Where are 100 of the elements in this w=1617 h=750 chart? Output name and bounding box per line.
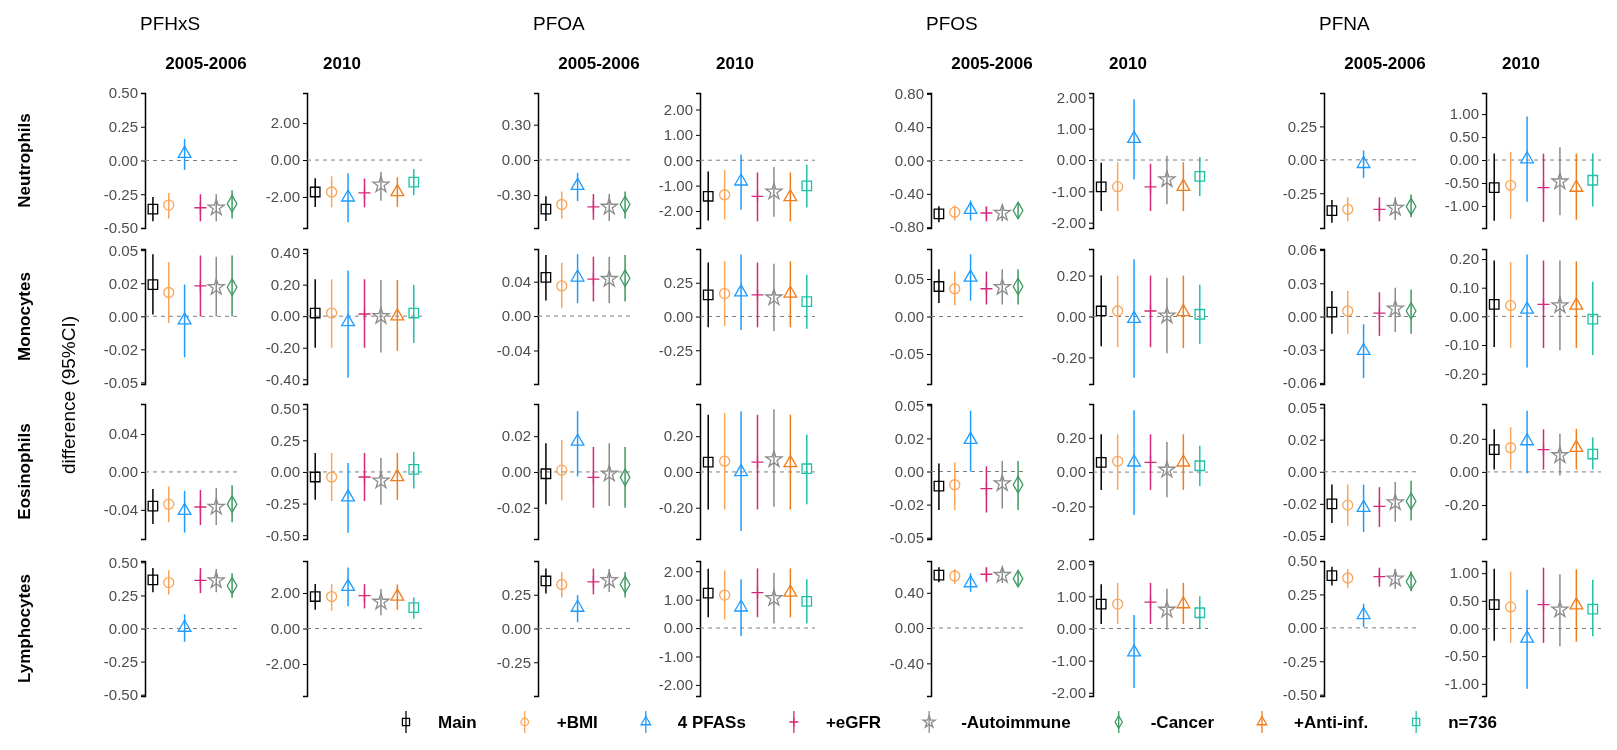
y-tick-label: -0.30 bbox=[496, 186, 531, 204]
point bbox=[702, 190, 714, 202]
point bbox=[1158, 600, 1176, 618]
point bbox=[207, 198, 225, 216]
y-tick-label: 0.25 bbox=[663, 274, 693, 292]
point bbox=[357, 186, 372, 200]
y-tick-label: 0.00 bbox=[663, 463, 693, 481]
point bbox=[1372, 306, 1387, 320]
y-tick-label: 0.00 bbox=[894, 619, 924, 637]
y-tick-label: -0.80 bbox=[889, 218, 924, 236]
point bbox=[1194, 460, 1206, 472]
y-tick-label: 0.40 bbox=[894, 584, 924, 602]
point bbox=[357, 588, 372, 603]
point bbox=[1488, 599, 1500, 611]
point bbox=[1326, 570, 1338, 582]
y-tick-label: -2.00 bbox=[658, 676, 693, 694]
y-tick-label: 0.25 bbox=[1287, 117, 1317, 135]
point bbox=[1504, 601, 1517, 613]
point bbox=[1095, 456, 1107, 468]
y-tick-label: 0.00 bbox=[108, 463, 138, 481]
y-tick-label: 0.20 bbox=[1449, 430, 1479, 448]
point bbox=[1143, 595, 1158, 609]
y-tick-label: 0.50 bbox=[1287, 552, 1317, 570]
point bbox=[702, 456, 714, 468]
point bbox=[1111, 598, 1124, 610]
y-tick-label: 0.20 bbox=[1056, 429, 1086, 447]
y-tick-label: 2.00 bbox=[663, 100, 693, 118]
y-tick-label: -0.02 bbox=[1282, 495, 1317, 513]
point bbox=[702, 587, 714, 599]
point bbox=[1194, 607, 1206, 619]
y-tick-label: -0.05 bbox=[889, 345, 924, 363]
point bbox=[1504, 299, 1517, 312]
y-tick-label: -0.25 bbox=[1282, 652, 1317, 670]
y-tick-label: -0.40 bbox=[889, 185, 924, 203]
y-tick-label: 0.00 bbox=[1287, 307, 1317, 325]
y-tick-label: 0.40 bbox=[270, 244, 300, 262]
point bbox=[408, 176, 420, 188]
point bbox=[1520, 151, 1535, 164]
y-tick-label: 0.50 bbox=[1449, 128, 1479, 146]
chart-title: PFHxS bbox=[140, 13, 201, 34]
point bbox=[1342, 305, 1354, 317]
y-tick-label: 0.10 bbox=[1449, 278, 1479, 296]
y-tick-label: 2.00 bbox=[270, 114, 300, 132]
point bbox=[586, 470, 601, 484]
point bbox=[570, 433, 585, 446]
point bbox=[1520, 433, 1535, 446]
y-tick-label: 0.00 bbox=[1056, 307, 1086, 325]
y-tick-label: 0.25 bbox=[1287, 585, 1317, 603]
point bbox=[390, 184, 405, 197]
y-tick-label: -1.00 bbox=[1051, 651, 1086, 669]
y-tick-label: -0.02 bbox=[496, 499, 531, 517]
y-tick-label: 0.50 bbox=[108, 553, 138, 571]
y-tick-label: 0.50 bbox=[1449, 592, 1479, 610]
point bbox=[1587, 174, 1599, 186]
y-tick-label: 0.00 bbox=[894, 462, 924, 480]
point bbox=[147, 574, 159, 586]
y-tick-label: -0.20 bbox=[1444, 496, 1479, 514]
y-tick-label: -1.00 bbox=[1051, 182, 1086, 200]
point bbox=[801, 463, 813, 475]
y-tick-label: -0.40 bbox=[889, 654, 924, 672]
y-tick-label: -0.25 bbox=[103, 185, 138, 203]
y-tick-label: 0.25 bbox=[108, 118, 138, 136]
point bbox=[783, 584, 798, 597]
y-tick-label: 1.00 bbox=[663, 590, 693, 608]
y-tick-label: 0.50 bbox=[108, 84, 138, 102]
y-tick-label: -0.50 bbox=[103, 219, 138, 237]
y-tick-label: -0.20 bbox=[1051, 497, 1086, 515]
point bbox=[1342, 572, 1354, 584]
y-tick-label: -0.50 bbox=[265, 526, 300, 544]
point bbox=[193, 573, 208, 588]
point bbox=[1551, 172, 1569, 190]
y-tick-label: 1.00 bbox=[1056, 120, 1086, 138]
point bbox=[1143, 455, 1158, 469]
point bbox=[1536, 297, 1551, 311]
point bbox=[1143, 180, 1158, 194]
point bbox=[1326, 306, 1338, 318]
y-tick-label: 2.00 bbox=[663, 562, 693, 580]
point bbox=[556, 464, 568, 476]
point bbox=[1587, 603, 1599, 615]
point bbox=[765, 182, 783, 200]
y-tick-label: -0.50 bbox=[1444, 174, 1479, 192]
legend-label: +BMI bbox=[556, 713, 598, 732]
point bbox=[1127, 644, 1142, 657]
point bbox=[718, 589, 731, 601]
y-tick-label: 0.00 bbox=[1056, 151, 1086, 169]
y-tick-label: 0.80 bbox=[894, 85, 924, 103]
y-tick-label: 0.04 bbox=[501, 272, 531, 290]
y-tick-label: -2.00 bbox=[265, 188, 300, 206]
y-tick-label: 0.00 bbox=[1287, 151, 1317, 169]
y-tick-label: -0.02 bbox=[889, 495, 924, 513]
point bbox=[1520, 301, 1535, 314]
y-tick-label: -0.03 bbox=[1282, 341, 1317, 358]
point bbox=[783, 189, 798, 202]
legend-label: n=736 bbox=[1448, 713, 1497, 732]
y-tick-label: 0.00 bbox=[501, 151, 531, 169]
chart-title: PFOS bbox=[926, 13, 978, 34]
point bbox=[783, 455, 798, 468]
point bbox=[1551, 600, 1569, 618]
y-tick-label: -0.20 bbox=[1051, 348, 1086, 366]
point bbox=[1551, 446, 1569, 463]
